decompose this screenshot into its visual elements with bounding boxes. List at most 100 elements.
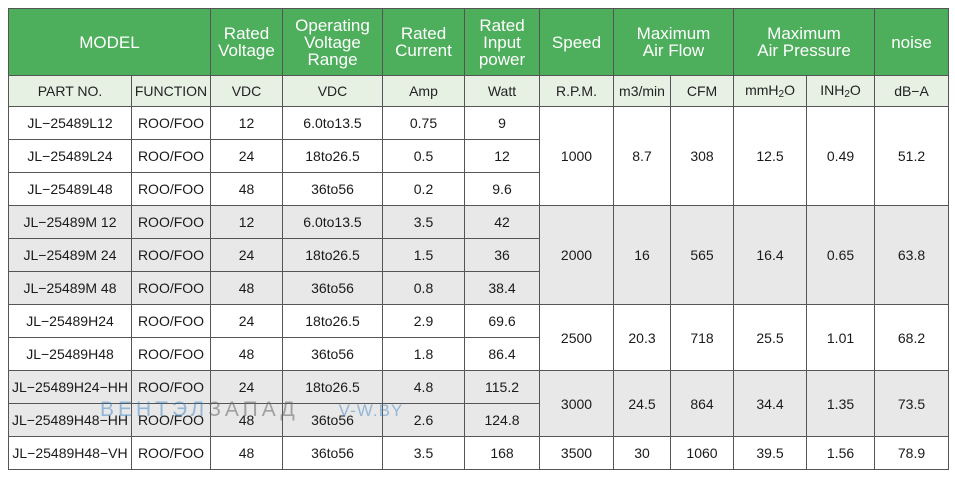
voltage-range-cell: 18to26.5 <box>282 238 383 272</box>
function-header: FUNCTION <box>131 75 211 107</box>
power-cell: 9 <box>464 106 540 140</box>
air-pressure-header: Maximum Air Pressure <box>733 8 876 76</box>
power-cell: 9.6 <box>464 172 540 206</box>
table-row: JL−25489L12 ROO/FOO 12 6.0to13.5 0.75 9 … <box>8 106 950 206</box>
voltage-range-cell: 18to26.5 <box>282 304 383 338</box>
operating-voltage-header: Operating Voltage Range <box>282 8 383 76</box>
flow-cfm-cell: 864 <box>669 370 735 437</box>
current-cell: 4.8 <box>382 370 465 404</box>
table-row: JL−25489L48 ROO/FOO 48 36to56 0.2 9.6 <box>8 172 949 206</box>
function-cell: ROO/FOO <box>131 337 211 371</box>
part-no-cell: JL−25489H48 <box>8 337 132 371</box>
rated-voltage-cell: 12 <box>210 106 283 140</box>
table-row: JL−25489M 24 ROO/FOO 24 18to26.5 1.5 36 <box>8 238 949 272</box>
flow-cfm-cell: 565 <box>669 205 735 305</box>
power-cell: 124.8 <box>464 403 540 437</box>
pressure-mm-cell: 16.4 <box>733 205 808 305</box>
current-unit: Amp <box>382 75 465 107</box>
operating-voltage-unit: VDC <box>282 75 383 107</box>
current-cell: 1.5 <box>382 238 465 272</box>
noise-unit: dB−A <box>874 75 950 107</box>
table-row: JL−25489H24 ROO/FOO 24 18to26.5 2.9 69.6… <box>8 304 950 371</box>
current-cell: 0.5 <box>382 139 465 173</box>
function-cell: ROO/FOO <box>131 139 211 173</box>
function-cell: ROO/FOO <box>131 172 211 206</box>
function-cell: ROO/FOO <box>131 238 211 272</box>
spec-table: MODEL Rated Voltage Operating Voltage Ra… <box>8 8 950 470</box>
flow-m3-unit: m3/min <box>613 75 671 107</box>
voltage-range-cell: 36to56 <box>282 271 383 305</box>
voltage-range-cell: 6.0to13.5 <box>282 205 383 239</box>
power-cell: 69.6 <box>464 304 540 338</box>
function-cell: ROO/FOO <box>131 106 211 140</box>
flow-m3-cell: 16 <box>613 205 671 305</box>
table-row: JL−25489H24−HH ROO/FOO 24 18to26.5 4.8 1… <box>8 370 950 437</box>
pressure-mm-cell: 39.5 <box>733 436 808 470</box>
function-cell: ROO/FOO <box>131 304 211 338</box>
rated-voltage-cell: 48 <box>210 403 283 437</box>
voltage-range-cell: 18to26.5 <box>282 139 383 173</box>
power-cell: 12 <box>464 139 540 173</box>
noise-cell: 68.2 <box>874 304 950 371</box>
voltage-range-cell: 36to56 <box>282 436 383 470</box>
speed-cell: 1000 <box>539 106 614 206</box>
part-no-cell: JL−25489H48−VH <box>8 436 132 470</box>
flow-m3-cell: 20.3 <box>613 304 671 371</box>
table-row: JL−25489M 12 ROO/FOO 12 6.0to13.5 3.5 42… <box>8 205 950 305</box>
current-cell: 0.2 <box>382 172 465 206</box>
part-no-cell: JL−25489L24 <box>8 139 132 173</box>
pressure-in-cell: 1.56 <box>806 436 876 470</box>
noise-header: noise <box>874 8 950 76</box>
pressure-in-unit: INH2O <box>806 75 876 107</box>
current-cell: 3.5 <box>382 436 465 470</box>
part-no-header: PART NO. <box>8 75 132 107</box>
rated-voltage-cell: 48 <box>210 436 283 470</box>
flow-cfm-cell: 1060 <box>669 436 735 470</box>
speed-unit: R.P.M. <box>539 75 614 107</box>
rated-voltage-cell: 24 <box>210 238 283 272</box>
noise-cell: 73.5 <box>874 370 950 437</box>
rated-voltage-cell: 24 <box>210 370 283 404</box>
part-no-cell: JL−25489L48 <box>8 172 132 206</box>
voltage-range-cell: 36to56 <box>282 172 383 206</box>
voltage-range-cell: 36to56 <box>282 403 383 437</box>
rated-voltage-cell: 24 <box>210 304 283 338</box>
part-no-cell: JL−25489M 48 <box>8 271 132 305</box>
function-cell: ROO/FOO <box>131 436 211 470</box>
speed-cell: 3000 <box>539 370 614 437</box>
function-cell: ROO/FOO <box>131 403 211 437</box>
table-row: JL−25489H48−HH ROO/FOO 48 36to56 2.6 124… <box>8 403 949 437</box>
flow-m3-cell: 24.5 <box>613 370 671 437</box>
current-cell: 1.8 <box>382 337 465 371</box>
table-row: JL−25489L24 ROO/FOO 24 18to26.5 0.5 12 <box>8 139 949 173</box>
noise-cell: 51.2 <box>874 106 950 206</box>
part-no-cell: JL−25489H24 <box>8 304 132 338</box>
rated-voltage-cell: 48 <box>210 172 283 206</box>
function-cell: ROO/FOO <box>131 370 211 404</box>
rated-voltage-header: Rated Voltage <box>210 8 283 76</box>
pressure-mm-unit: mmH2O <box>733 75 808 107</box>
power-cell: 115.2 <box>464 370 540 404</box>
current-cell: 2.6 <box>382 403 465 437</box>
table-row: JL−25489M 48 ROO/FOO 48 36to56 0.8 38.4 <box>8 271 949 305</box>
units-row: PART NO. FUNCTION VDC VDC Amp Watt R.P.M… <box>8 75 950 107</box>
table-row: JL−25489H48 ROO/FOO 48 36to56 1.8 86.4 <box>8 337 949 371</box>
current-cell: 3.5 <box>382 205 465 239</box>
rated-voltage-cell: 12 <box>210 205 283 239</box>
part-no-cell: JL−25489H24−HH <box>8 370 132 404</box>
power-cell: 42 <box>464 205 540 239</box>
speed-cell: 2500 <box>539 304 614 371</box>
header-row: MODEL Rated Voltage Operating Voltage Ra… <box>8 8 950 76</box>
flow-cfm-cell: 718 <box>669 304 735 371</box>
part-no-cell: JL−25489M 12 <box>8 205 132 239</box>
part-no-cell: JL−25489L12 <box>8 106 132 140</box>
noise-cell: 63.8 <box>874 205 950 305</box>
voltage-range-cell: 6.0to13.5 <box>282 106 383 140</box>
current-cell: 0.75 <box>382 106 465 140</box>
power-cell: 38.4 <box>464 271 540 305</box>
pressure-mm-cell: 25.5 <box>733 304 808 371</box>
rated-voltage-unit: VDC <box>210 75 283 107</box>
table-row: JL−25489H48−VH ROO/FOO 48 36to56 3.5 168… <box>8 436 950 470</box>
pressure-in-cell: 0.49 <box>806 106 876 206</box>
power-cell: 36 <box>464 238 540 272</box>
